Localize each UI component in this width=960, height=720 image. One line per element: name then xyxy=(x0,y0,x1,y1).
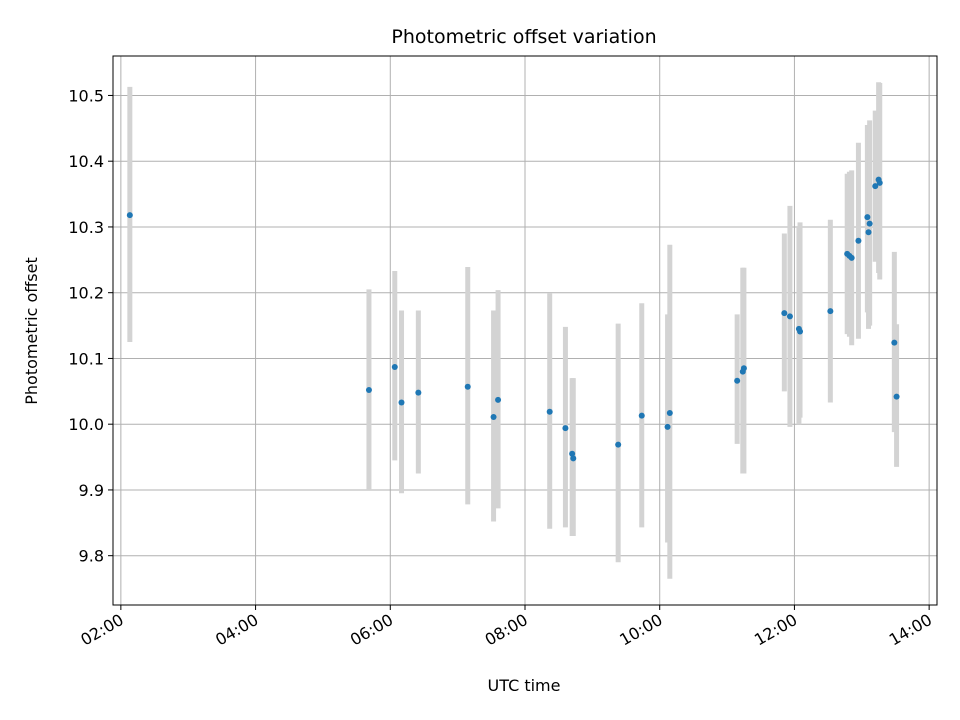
y-tick-label: 9.8 xyxy=(79,547,104,566)
x-tick-label: 10:00 xyxy=(616,610,665,650)
data-point xyxy=(415,389,422,396)
error-bars xyxy=(127,82,900,579)
data-point xyxy=(664,423,671,430)
data-point xyxy=(365,387,372,394)
x-tick-label: 08:00 xyxy=(482,610,531,650)
data-point xyxy=(876,179,883,186)
data-point xyxy=(866,220,873,227)
data-point xyxy=(126,212,133,219)
grid-lines xyxy=(113,56,937,605)
x-axis-label: UTC time xyxy=(488,676,561,695)
y-tick-label: 10.1 xyxy=(68,349,104,368)
data-point xyxy=(398,399,405,406)
data-point xyxy=(893,393,900,400)
data-point xyxy=(891,339,898,346)
x-tick-label: 04:00 xyxy=(212,610,261,650)
data-point xyxy=(569,450,576,457)
data-point xyxy=(638,412,645,419)
data-point xyxy=(740,365,747,372)
y-tick-label: 9.9 xyxy=(79,481,104,500)
y-axis-label: Photometric offset xyxy=(22,257,41,405)
data-point xyxy=(666,410,673,417)
x-tick-label: 12:00 xyxy=(751,610,800,650)
x-tick-label: 14:00 xyxy=(886,610,935,650)
data-point xyxy=(615,441,622,448)
y-tick-label: 10.5 xyxy=(68,86,104,105)
data-point xyxy=(734,377,741,384)
axis-ticks: 02:00 04:00 06:00 08:00 10:00 12:00 14:00 9.8 9.… xyxy=(68,86,935,649)
data-point xyxy=(570,455,577,462)
data-point xyxy=(495,396,502,403)
chart-title: Photometric offset variation xyxy=(391,26,656,48)
data-point xyxy=(546,408,553,415)
data-point xyxy=(562,425,569,432)
data-point xyxy=(391,363,398,370)
data-point xyxy=(848,254,855,261)
y-tick-label: 10.4 xyxy=(68,152,104,171)
data-point xyxy=(786,313,793,320)
data-point xyxy=(490,413,497,420)
data-point xyxy=(855,237,862,244)
y-tick-label: 10.0 xyxy=(68,415,104,434)
data-point xyxy=(827,308,834,315)
x-tick-label: 06:00 xyxy=(347,610,396,650)
y-tick-label: 10.2 xyxy=(68,284,104,303)
x-tick-label: 02:00 xyxy=(77,610,126,650)
data-point xyxy=(797,328,804,335)
data-point xyxy=(865,229,872,236)
y-tick-label: 10.3 xyxy=(68,218,104,237)
data-points xyxy=(126,176,900,462)
data-point xyxy=(464,383,471,390)
data-point xyxy=(864,214,871,221)
data-point xyxy=(872,183,879,190)
data-point xyxy=(781,310,788,317)
